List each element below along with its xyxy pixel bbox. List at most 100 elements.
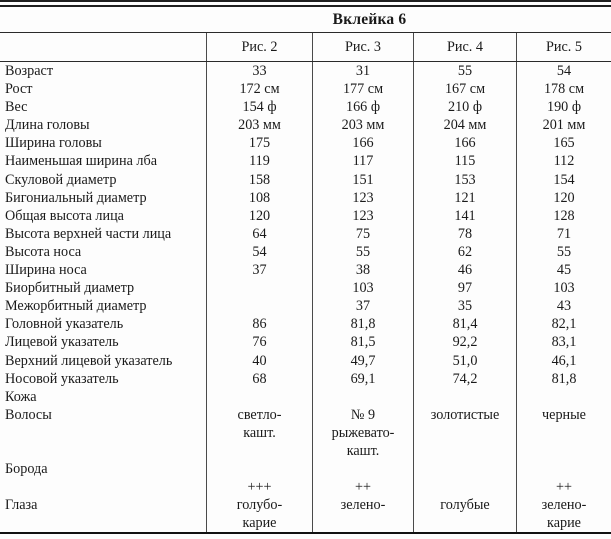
cell-ris-3: 38 xyxy=(312,261,413,280)
cell-ris-4: 51,0 xyxy=(413,351,516,370)
table-row: Глаза +++ голубо- карие ++ зелено- голубые… xyxy=(0,478,611,533)
cell-ris-2: +++ голубо- карие xyxy=(206,478,312,533)
cell-ris-2: 158 xyxy=(206,170,312,189)
bottom-rule xyxy=(0,532,611,535)
cell-ris-3 xyxy=(312,387,413,406)
table-row: Борода xyxy=(0,460,611,479)
cell-ris-2: 86 xyxy=(206,315,312,334)
table-row: Высота носа 54 55 62 55 xyxy=(0,242,611,262)
row-label: Высота носа xyxy=(5,243,82,260)
table-header-row: Рис. 2 Рис. 3 Рис. 4 Рис. 5 xyxy=(0,33,611,62)
cell-ris-5: 55 xyxy=(516,242,611,262)
cell-ris-4: 204 мм xyxy=(413,116,516,135)
table-row: Верхний лицевой указатель 40 49,7 51,0 46,1 xyxy=(0,351,611,370)
cell-ris-2: 108 xyxy=(206,188,312,207)
row-label: Носовой указатель xyxy=(5,370,119,387)
row-label: Кожа xyxy=(5,388,37,405)
cell-ris-4: 167 см xyxy=(413,80,516,99)
cell-ris-2 xyxy=(206,460,312,479)
table-row: Волосы светло- кашт. № 9 рыжевато- кашт. зо… xyxy=(0,405,611,461)
table-row: Рост 172 см 177 см 167 см 178 см xyxy=(0,80,611,99)
cell-ris-5: 201 мм xyxy=(516,116,611,135)
cell-ris-3: 37 xyxy=(312,297,413,316)
cell-ris-2: 175 xyxy=(206,134,312,153)
table-row: Бигониальный диаметр 108 123 121 120 xyxy=(0,188,611,207)
cell-ris-2: 33 xyxy=(206,62,312,81)
cell-ris-5: 154 xyxy=(516,170,611,189)
cell-ris-5: ++ зелено- карие xyxy=(516,478,611,533)
cell-ris-2: 119 xyxy=(206,152,312,171)
cell-ris-5: 82,1 xyxy=(516,315,611,334)
cell-ris-3: 49,7 xyxy=(312,351,413,370)
cell-ris-3: 123 xyxy=(312,206,413,225)
cell-ris-3: 81,5 xyxy=(312,333,413,352)
cell-ris-5: 178 см xyxy=(516,80,611,99)
row-label: Межорбитный диаметр xyxy=(5,298,147,315)
cell-ris-4: 166 xyxy=(413,134,516,153)
table-row: Ширина носа 37 38 46 45 xyxy=(0,261,611,280)
cell-ris-2: 40 xyxy=(206,351,312,370)
table-row: Межорбитный диаметр 37 35 43 xyxy=(0,297,611,316)
cell-ris-2: 203 мм xyxy=(206,116,312,135)
cell-ris-2: 172 см xyxy=(206,80,312,99)
table-row: Общая высота лица 120 123 141 128 xyxy=(0,206,611,225)
cell-ris-2: 154 ф xyxy=(206,98,312,117)
table-row: Кожа xyxy=(0,387,611,406)
row-label: Общая высота лица xyxy=(5,207,124,224)
row-label: Борода xyxy=(5,461,48,478)
row-label: Волосы xyxy=(5,406,52,423)
cell-ris-4: 153 xyxy=(413,170,516,189)
cell-ris-2: 37 xyxy=(206,261,312,280)
row-label: Высота верхней части лица xyxy=(5,225,172,242)
row-label: Рост xyxy=(5,81,33,98)
cell-ris-5: 112 xyxy=(516,152,611,171)
cell-ris-5 xyxy=(516,460,611,479)
cell-ris-4: 74,2 xyxy=(413,369,516,388)
cell-ris-2: 64 xyxy=(206,224,312,243)
column-header: Рис. 2 xyxy=(206,33,312,61)
cell-ris-2 xyxy=(206,387,312,406)
table-title: Вклейка 6 xyxy=(332,10,407,28)
cell-ris-4: 35 xyxy=(413,297,516,316)
table-row: Лицевой указатель 76 81,5 92,2 83,1 xyxy=(0,333,611,352)
cell-ris-3: № 9 рыжевато- кашт. xyxy=(312,405,413,461)
row-label: Наименьшая ширина лба xyxy=(5,153,158,170)
row-label: Скуловой диаметр xyxy=(5,171,117,188)
cell-ris-3: 203 мм xyxy=(312,116,413,135)
table-row: Возраст 33 31 55 54 xyxy=(0,62,611,81)
cell-ris-5: 71 xyxy=(516,224,611,243)
cell-ris-4: 78 xyxy=(413,224,516,243)
table-row: Скуловой диаметр 158 151 153 154 xyxy=(0,170,611,189)
cell-ris-4: голубые xyxy=(413,478,516,533)
cell-ris-2: 54 xyxy=(206,242,312,262)
cell-ris-3: 166 xyxy=(312,134,413,153)
column-header: Рис. 4 xyxy=(413,33,516,61)
cell-ris-5: 45 xyxy=(516,261,611,280)
cell-ris-4: золотистые xyxy=(413,405,516,461)
cell-ris-3: 151 xyxy=(312,170,413,189)
cell-ris-5: 128 xyxy=(516,206,611,225)
row-label: Верхний лицевой указатель xyxy=(5,352,173,369)
cell-ris-4 xyxy=(413,387,516,406)
row-label: Головной указатель xyxy=(5,316,124,333)
cell-ris-4: 62 xyxy=(413,242,516,262)
cell-ris-5: 81,8 xyxy=(516,369,611,388)
cell-ris-4: 81,4 xyxy=(413,315,516,334)
cell-ris-2: светло- кашт. xyxy=(206,405,312,461)
row-label: Возраст xyxy=(5,63,54,79)
cell-ris-4: 97 xyxy=(413,279,516,298)
cell-ris-3: 103 xyxy=(312,279,413,298)
table-row: Биорбитный диаметр 103 97 103 xyxy=(0,279,611,298)
table-row: Головной указатель 86 81,8 81,4 82,1 xyxy=(0,315,611,334)
row-label: Вес xyxy=(5,99,28,116)
cell-ris-3: 166 ф xyxy=(312,98,413,117)
data-table: Рис. 2 Рис. 3 Рис. 4 Рис. 5 Возраст 33 31 55 54 Р… xyxy=(0,33,611,533)
cell-ris-4: 210 ф xyxy=(413,98,516,117)
cell-ris-5: 54 xyxy=(516,62,611,81)
row-label: Глаза xyxy=(5,497,38,514)
top-double-rule xyxy=(0,0,611,7)
cell-ris-5: 46,1 xyxy=(516,351,611,370)
table-row: Вес 154 ф 166 ф 210 ф 190 ф xyxy=(0,98,611,117)
row-label: Ширина головы xyxy=(5,135,102,152)
